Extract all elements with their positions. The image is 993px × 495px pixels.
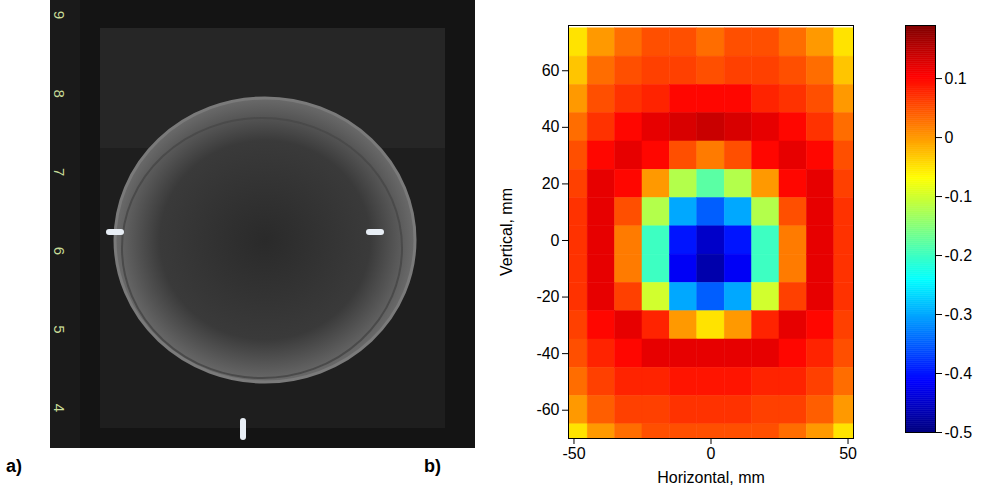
- svg-text:0: 0: [551, 232, 560, 249]
- svg-text:5: 5: [51, 325, 68, 333]
- svg-text:0: 0: [945, 129, 954, 146]
- svg-text:0.1: 0.1: [945, 70, 967, 87]
- svg-text:Horizontal, mm: Horizontal, mm: [657, 469, 765, 486]
- html-text:b): b): [424, 456, 441, 476]
- svg-text:4: 4: [51, 404, 68, 412]
- svg-text:7: 7: [51, 168, 68, 176]
- svg-text:60: 60: [542, 62, 560, 79]
- svg-text:-50: -50: [562, 445, 585, 462]
- svg-text:-40: -40: [536, 345, 559, 362]
- svg-text:8: 8: [51, 89, 68, 97]
- svg-text:-0.4: -0.4: [945, 365, 973, 382]
- svg-text:-60: -60: [536, 401, 559, 418]
- svg-text:Vertical, mm: Vertical, mm: [498, 188, 515, 276]
- svg-text:6: 6: [51, 247, 68, 255]
- svg-text:40: 40: [542, 118, 560, 135]
- svg-text:-0.2: -0.2: [945, 247, 973, 264]
- svg-text:-0.1: -0.1: [945, 188, 973, 205]
- svg-text:-20: -20: [536, 288, 559, 305]
- svg-text:50: 50: [839, 445, 857, 462]
- svg-text:20: 20: [542, 175, 560, 192]
- svg-text:-0.5: -0.5: [945, 424, 973, 441]
- svg-text:-0.3: -0.3: [945, 306, 973, 323]
- html-text:a): a): [6, 456, 22, 476]
- svg-text:9: 9: [51, 11, 68, 19]
- svg-text:0: 0: [707, 445, 716, 462]
